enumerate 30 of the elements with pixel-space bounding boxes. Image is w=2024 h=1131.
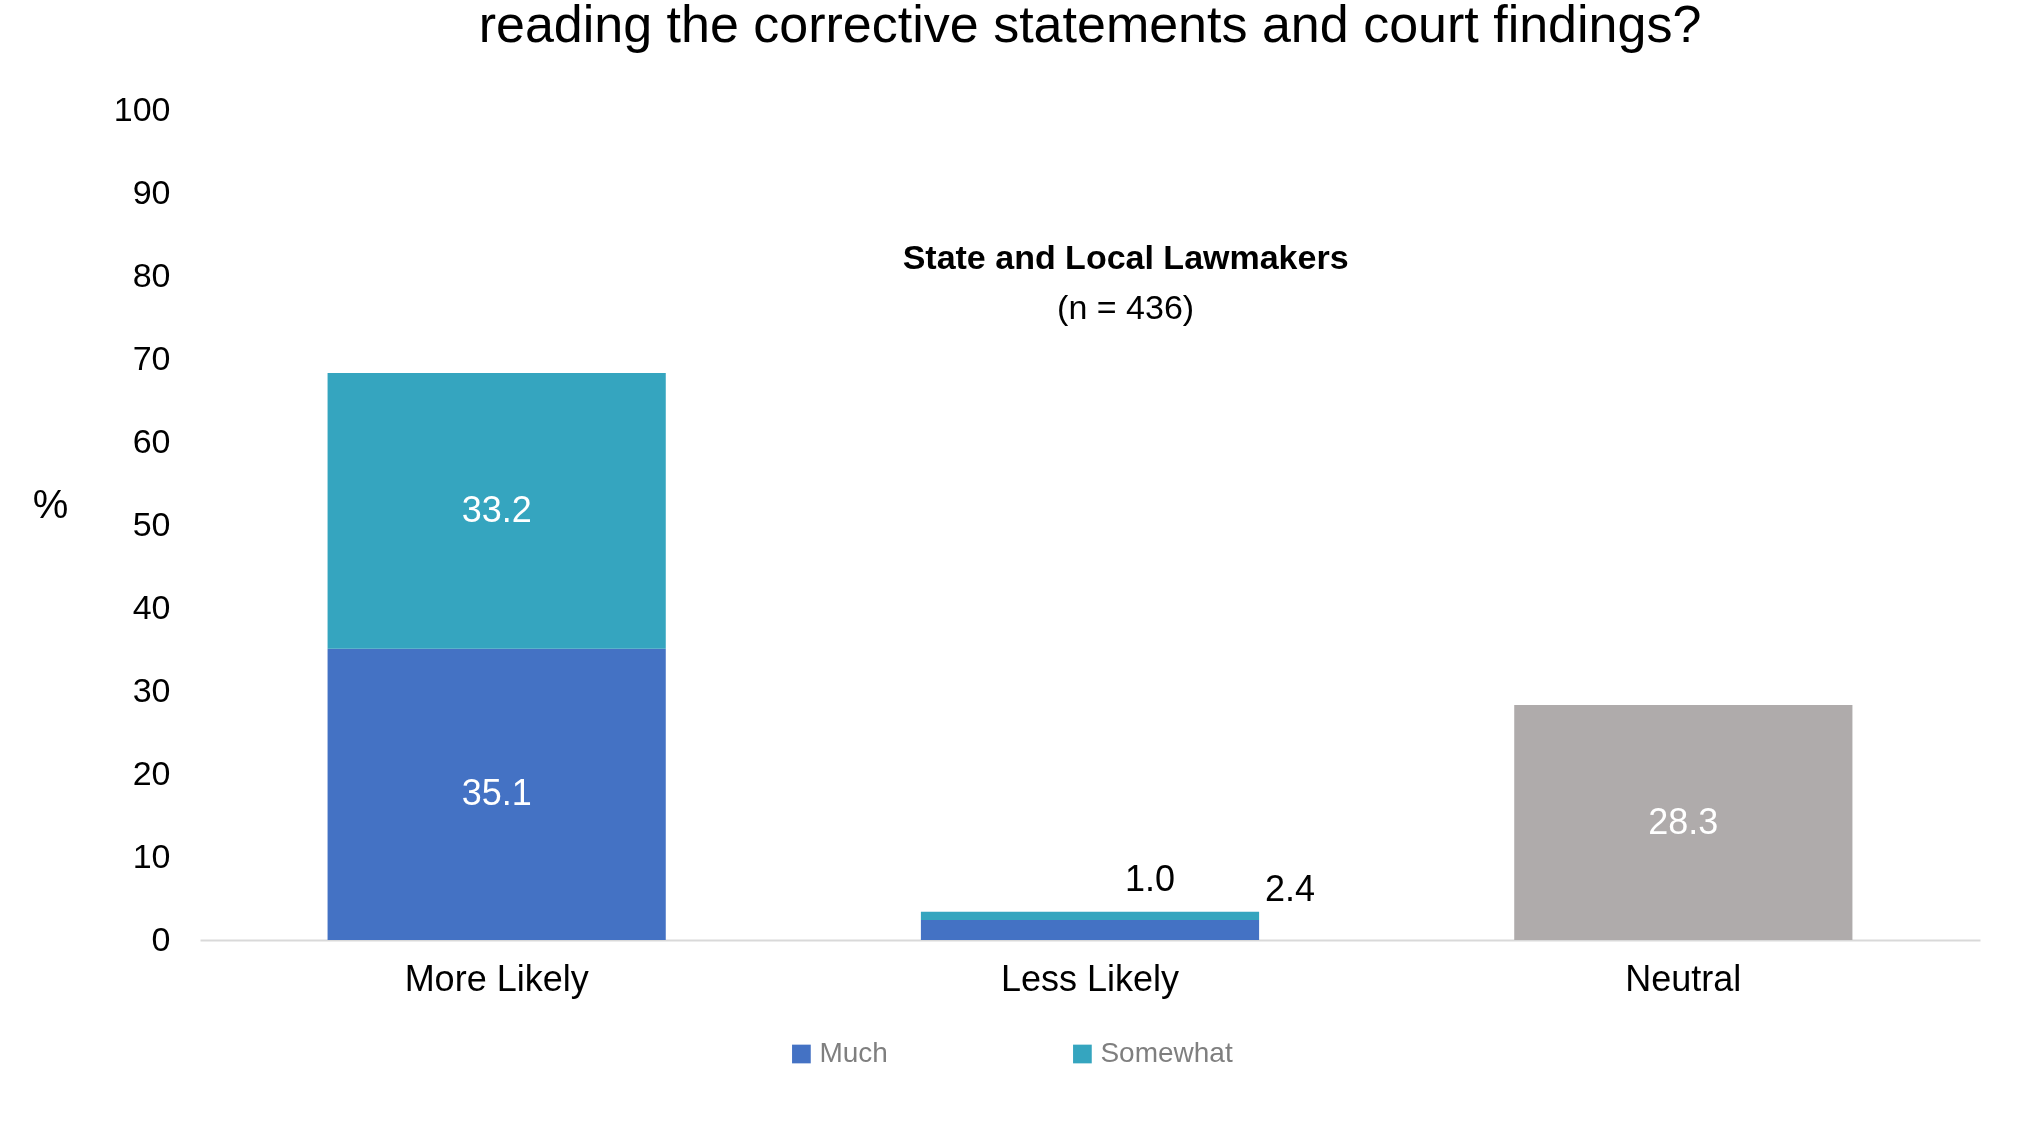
text: State and Local Lawmakers xyxy=(902,238,1349,277)
bar xyxy=(920,911,1260,921)
y-tick-label: 50 xyxy=(132,504,171,543)
y-tick-label: 70 xyxy=(132,338,171,377)
y-tick-label: 90 xyxy=(132,172,171,211)
chart-title: reading the corrective statements and court findings? xyxy=(478,0,1702,53)
legend-label: Much xyxy=(819,1037,888,1068)
annotation: (n = 436) xyxy=(1057,288,1195,327)
data-label: 1.0 xyxy=(1124,857,1176,899)
bar xyxy=(1514,705,1853,940)
y-tick-label: 100 xyxy=(113,89,171,128)
y-tick-label: 20 xyxy=(132,753,171,792)
data-label: 2.4 xyxy=(1264,867,1316,909)
x-tick-label: Less Likely xyxy=(1000,957,1180,999)
data-label: 35.1 xyxy=(461,772,532,814)
x-tick-label: Neutral xyxy=(1625,957,1742,999)
y-tick-label: 0 xyxy=(151,919,171,958)
data-label: 28.3 xyxy=(1648,800,1719,842)
y-tick-label: 80 xyxy=(132,255,171,294)
y-tick-label: 40 xyxy=(132,587,171,626)
y-tick-label: 10 xyxy=(132,836,171,875)
y-tick-label: 30 xyxy=(132,670,171,709)
x-tick-label: More Likely xyxy=(404,957,589,999)
data-label: 33.2 xyxy=(461,488,532,530)
y-tick-label: 60 xyxy=(132,421,171,460)
y-axis-title: % xyxy=(32,481,69,526)
bar xyxy=(327,648,666,940)
bar xyxy=(920,920,1260,940)
bar xyxy=(327,373,666,649)
legend-label: Somewhat xyxy=(1100,1037,1233,1068)
